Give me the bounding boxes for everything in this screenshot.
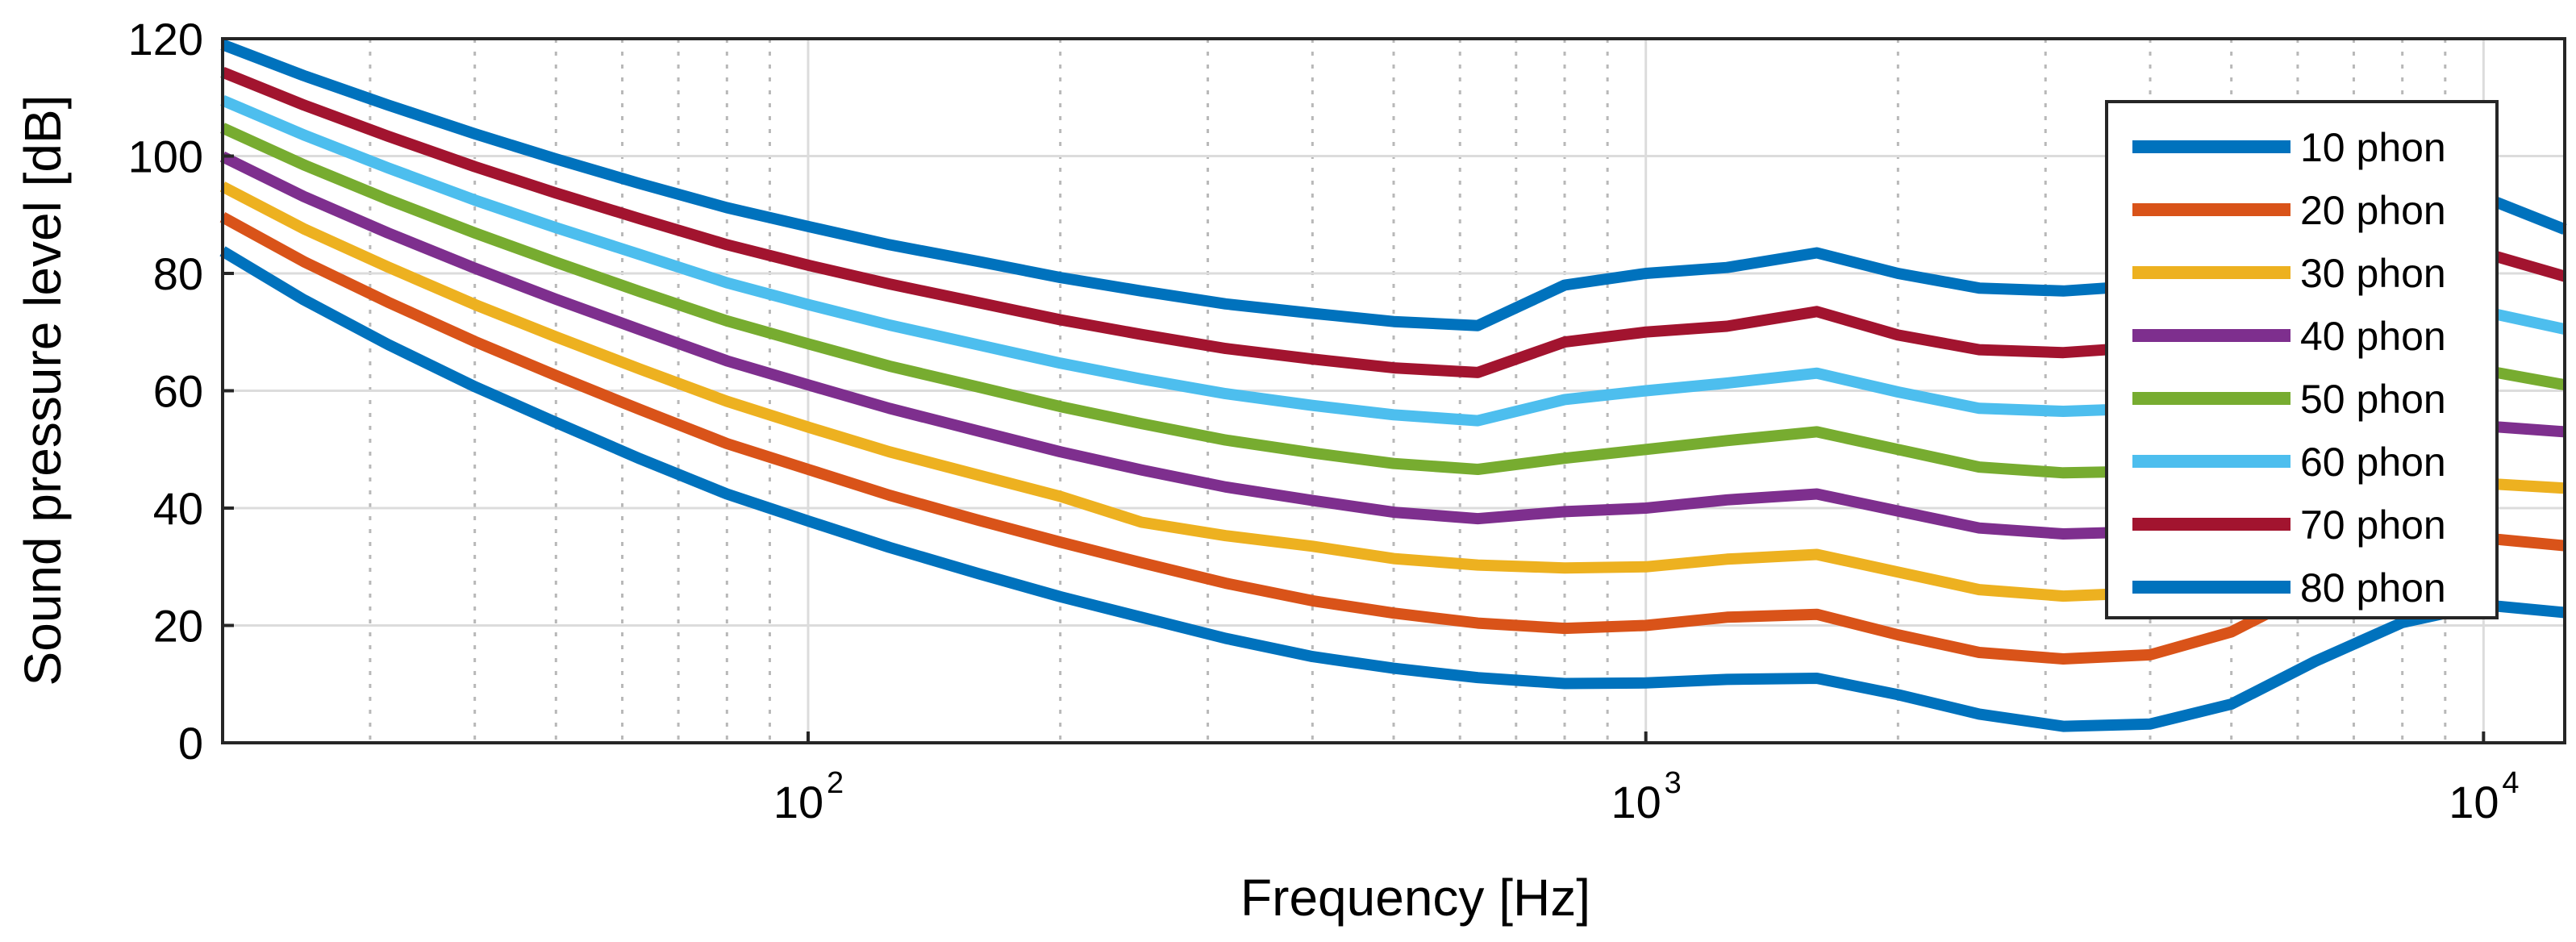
series-line-1 xyxy=(219,246,2566,732)
legend-label: 80 phon xyxy=(2300,565,2446,611)
legend: 10 phon 20 phon 30 phon 40 phon 50 phon 60 ph… xyxy=(2105,100,2499,619)
x-axis-title: Frequency [Hz] xyxy=(1240,869,1590,927)
y-tick-label: 100 xyxy=(128,131,203,182)
y-tick-label: 20 xyxy=(153,601,203,652)
legend-label: 70 phon xyxy=(2300,502,2446,548)
x-tick-exponent: 4 xyxy=(2502,766,2519,800)
x-tick-label: 10 xyxy=(1611,777,1661,827)
y-axis-ticks: 0 20 40 60 80 100 120 xyxy=(128,14,234,769)
legend-label: 40 phon xyxy=(2300,314,2446,359)
y-tick-label: 60 xyxy=(153,366,203,417)
y-tick-label: 120 xyxy=(128,14,203,65)
legend-label: 50 phon xyxy=(2300,377,2446,422)
y-tick-label: 0 xyxy=(178,718,203,769)
x-axis-ticks: 10 2 10 3 10 4 xyxy=(773,732,2519,827)
y-tick-label: 40 xyxy=(153,483,203,534)
y-tick-label: 80 xyxy=(153,248,203,299)
x-tick-exponent: 2 xyxy=(827,766,844,800)
legend-label: 30 phon xyxy=(2300,251,2446,296)
x-tick-label: 10 xyxy=(2449,777,2499,827)
legend-label: 10 phon xyxy=(2300,125,2446,170)
legend-box xyxy=(2105,100,2499,619)
x-tick-exponent: 3 xyxy=(1665,766,1682,800)
y-axis-title: Sound pressure level [dB] xyxy=(14,95,72,686)
legend-label: 60 phon xyxy=(2300,440,2446,485)
x-tick-label: 10 xyxy=(773,777,823,827)
legend-label: 20 phon xyxy=(2300,188,2446,233)
series-line-2 xyxy=(219,212,2566,665)
